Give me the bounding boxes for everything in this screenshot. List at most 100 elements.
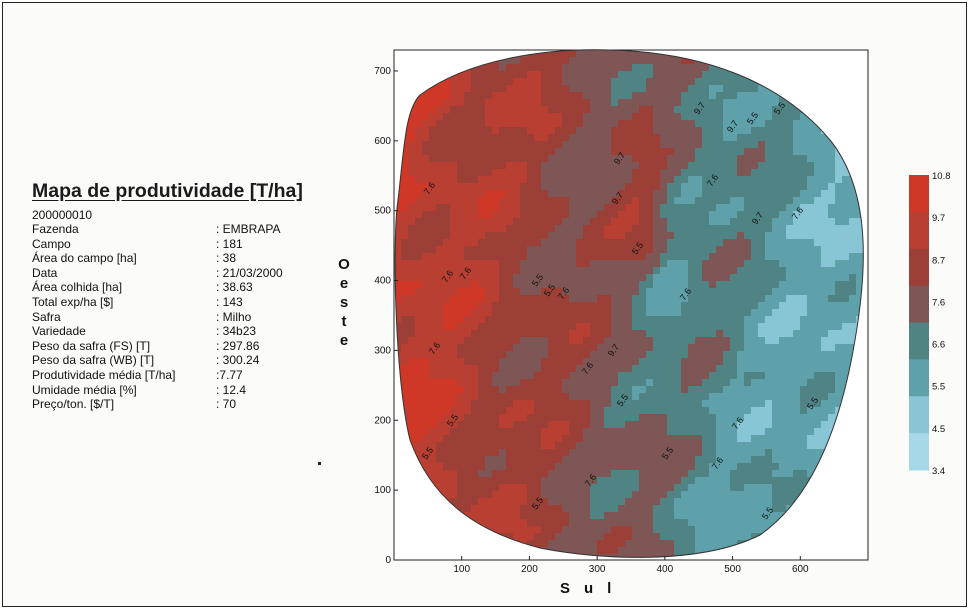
- yield-cell: [555, 449, 563, 457]
- yield-cell: [590, 344, 598, 352]
- yield-cell: [499, 190, 507, 198]
- yield-cell: [730, 113, 738, 121]
- yield-cell: [849, 218, 857, 226]
- yield-cell: [422, 463, 430, 471]
- yield-cell: [772, 204, 780, 212]
- yield-cell: [660, 456, 668, 464]
- yield-cell: [758, 246, 766, 254]
- yield-cell: [730, 344, 738, 352]
- yield-cell: [534, 470, 542, 478]
- yield-cell: [751, 421, 759, 429]
- yield-cell: [786, 421, 794, 429]
- yield-cell: [604, 351, 612, 359]
- yield-cell: [541, 169, 549, 177]
- yield-cell: [632, 99, 640, 107]
- yield-cell: [660, 197, 668, 205]
- yield-cell: [807, 288, 815, 296]
- yield-cell: [611, 407, 619, 415]
- yield-cell: [807, 211, 815, 219]
- yield-cell: [625, 134, 633, 142]
- yield-cell: [744, 148, 752, 156]
- yield-cell: [765, 197, 773, 205]
- yield-cell: [492, 204, 500, 212]
- yield-cell: [625, 218, 633, 226]
- yield-cell: [541, 337, 549, 345]
- yield-cell: [527, 414, 535, 422]
- yield-cell: [723, 232, 731, 240]
- yield-cell: [618, 421, 626, 429]
- yield-cell: [786, 456, 794, 464]
- yield-cell: [415, 330, 423, 338]
- yield-cell: [772, 498, 780, 506]
- yield-cell: [408, 400, 416, 408]
- yield-cell: [786, 428, 794, 436]
- yield-cell: [625, 127, 633, 135]
- yield-cell: [786, 246, 794, 254]
- yield-cell: [674, 477, 682, 485]
- yield-cell: [395, 253, 402, 261]
- yield-cell: [506, 106, 514, 114]
- yield-cell: [576, 337, 584, 345]
- yield-cell: [492, 295, 500, 303]
- yield-cell: [660, 253, 668, 261]
- yield-cell: [527, 232, 535, 240]
- yield-cell: [471, 351, 479, 359]
- yield-cell: [681, 64, 689, 72]
- yield-cell: [723, 197, 731, 205]
- yield-cell: [422, 267, 430, 275]
- yield-cell: [639, 78, 647, 86]
- yield-cell: [527, 99, 535, 107]
- yield-cell: [681, 337, 689, 345]
- yield-cell: [660, 204, 668, 212]
- yield-cell: [744, 456, 752, 464]
- yield-cell: [499, 379, 507, 387]
- yield-cell: [611, 253, 619, 261]
- yield-cell: [422, 372, 430, 380]
- yield-cell: [590, 477, 598, 485]
- yield-cell: [653, 540, 661, 548]
- yield-cell: [464, 267, 472, 275]
- yield-cell: [849, 260, 857, 268]
- yield-cell: [653, 225, 661, 233]
- yield-cell: [562, 232, 570, 240]
- yield-cell: [695, 316, 703, 324]
- yield-cell: [597, 540, 605, 548]
- yield-cell: [716, 526, 724, 534]
- yield-cell: [688, 120, 696, 128]
- yield-cell: [674, 85, 682, 93]
- yield-cell: [618, 113, 626, 121]
- yield-cell: [660, 379, 668, 387]
- yield-cell: [758, 323, 766, 331]
- yield-cell: [730, 414, 738, 422]
- yield-cell: [415, 204, 423, 212]
- yield-cell: [625, 386, 633, 394]
- info-label: Campo: [32, 236, 71, 251]
- yield-cell: [828, 295, 836, 303]
- yield-cell: [485, 337, 493, 345]
- yield-cell: [499, 162, 507, 170]
- yield-cell: [639, 162, 647, 170]
- yield-cell: [618, 302, 626, 310]
- yield-cell: [632, 127, 640, 135]
- yield-cell: [660, 302, 668, 310]
- yield-cell: [520, 344, 528, 352]
- yield-cell: [527, 309, 535, 317]
- yield-cell: [772, 141, 780, 149]
- yield-cell: [744, 372, 752, 380]
- yield-cell: [758, 470, 766, 478]
- yield-cell: [730, 421, 738, 429]
- yield-cell: [527, 449, 535, 457]
- yield-cell: [646, 379, 654, 387]
- yield-cell: [779, 463, 787, 471]
- yield-cell: [429, 260, 437, 268]
- yield-cell: [443, 260, 451, 268]
- yield-cell: [744, 421, 752, 429]
- yield-cell: [646, 428, 654, 436]
- yield-cell: [632, 414, 640, 422]
- yield-cell: [674, 134, 682, 142]
- yield-cell: [436, 393, 444, 401]
- yield-cell: [548, 148, 556, 156]
- yield-cell: [548, 239, 556, 247]
- yield-cell: [779, 358, 787, 366]
- yield-cell: [751, 183, 759, 191]
